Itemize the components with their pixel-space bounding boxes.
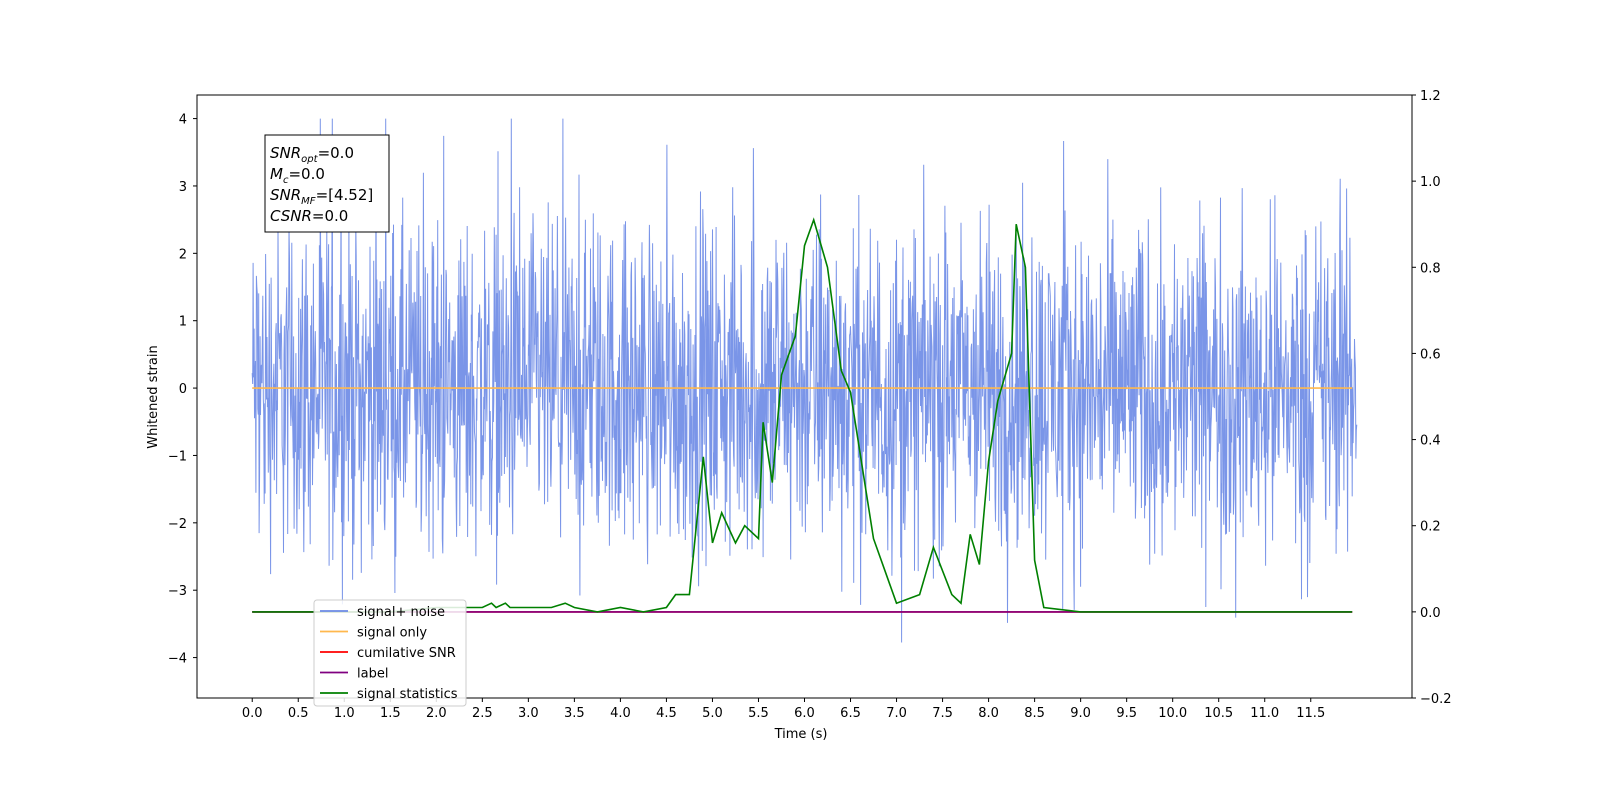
y-tick-label: 3 (179, 180, 187, 195)
y-tick-label: −2 (168, 517, 187, 532)
x-axis: 0.0 0.5 1.0 1.5 2.0 2.5 3.0 3.5 4.0 4.5 5.0 5.5 6.0 6… (242, 698, 1325, 721)
info-line: SNRMF=[4.52] (270, 186, 373, 207)
y-axis-label: Whitened strain (146, 345, 161, 448)
x-tick-label: 8.5 (1024, 706, 1045, 721)
x-tick-label: 5.0 (702, 706, 723, 721)
x-tick-label: 11.5 (1296, 706, 1325, 721)
y2-tick-label: −0.2 (1420, 692, 1452, 707)
y2-tick-label: 1.0 (1420, 175, 1441, 190)
x-tick-label: 0.0 (242, 706, 263, 721)
y-tick-label: 0 (179, 382, 187, 397)
y2-tick-label: 0.8 (1420, 261, 1441, 276)
x-tick-label: 6.0 (794, 706, 815, 721)
x-tick-label: 8.0 (978, 706, 999, 721)
y2-tick-label: 1.2 (1420, 89, 1441, 104)
x-tick-label: 4.5 (656, 706, 677, 721)
series-line-0 (251, 118, 1358, 643)
x-tick-label: 9.5 (1116, 706, 1137, 721)
legend-label: signal+ noise (357, 605, 445, 620)
y-tick-label: 1 (179, 315, 187, 330)
x-tick-label: 4.0 (610, 706, 631, 721)
legend-label: signal only (357, 626, 427, 641)
info-line: SNRopt=0.0 (270, 144, 354, 165)
x-tick-label: 1.0 (334, 706, 355, 721)
x-tick-label: 6.5 (840, 706, 861, 721)
x-tick-label: 0.5 (288, 706, 309, 721)
y-tick-label: −1 (168, 449, 187, 464)
legend-label: cumilative SNR (357, 646, 456, 661)
info-line: Mc=0.0 (270, 165, 325, 186)
x-tick-label: 3.0 (518, 706, 539, 721)
plot-area (251, 118, 1358, 643)
y-axis-right: 1.2 1.0 0.8 0.6 0.4 0.2 0.0 −0.2 (1412, 89, 1452, 707)
y2-tick-label: 0.2 (1420, 520, 1441, 535)
x-axis-label: Time (s) (774, 727, 828, 742)
x-tick-label: 7.5 (932, 706, 953, 721)
y-tick-label: −3 (168, 584, 187, 599)
legend-label: label (357, 667, 388, 682)
y-tick-label: 2 (179, 247, 187, 262)
legend: signal+ noise signal only cumilative SNR la… (313, 599, 467, 707)
x-tick-label: 7.0 (886, 706, 907, 721)
x-tick-label: 2.5 (472, 706, 493, 721)
x-tick-label: 1.5 (380, 706, 401, 721)
y2-tick-label: 0.4 (1420, 434, 1441, 449)
y-tick-label: −4 (168, 652, 187, 667)
y2-tick-label: 0.6 (1420, 347, 1441, 362)
x-tick-label: 10.0 (1158, 706, 1187, 721)
y2-tick-label: 0.0 (1420, 606, 1441, 621)
x-tick-label: 11.0 (1250, 706, 1279, 721)
y-axis-left: 4 3 2 1 0 −1 −2 −3 −4 (168, 113, 197, 667)
series-line-4 (252, 217, 1353, 613)
x-tick-label: 9.0 (1070, 706, 1091, 721)
x-tick-label: 2.0 (426, 706, 447, 721)
x-tick-label: 3.5 (564, 706, 585, 721)
x-tick-label: 10.5 (1204, 706, 1233, 721)
legend-label: signal statistics (357, 687, 458, 702)
info-line: CSNR=0.0 (270, 207, 348, 225)
y-tick-label: 4 (179, 113, 187, 128)
x-tick-label: 5.5 (748, 706, 769, 721)
